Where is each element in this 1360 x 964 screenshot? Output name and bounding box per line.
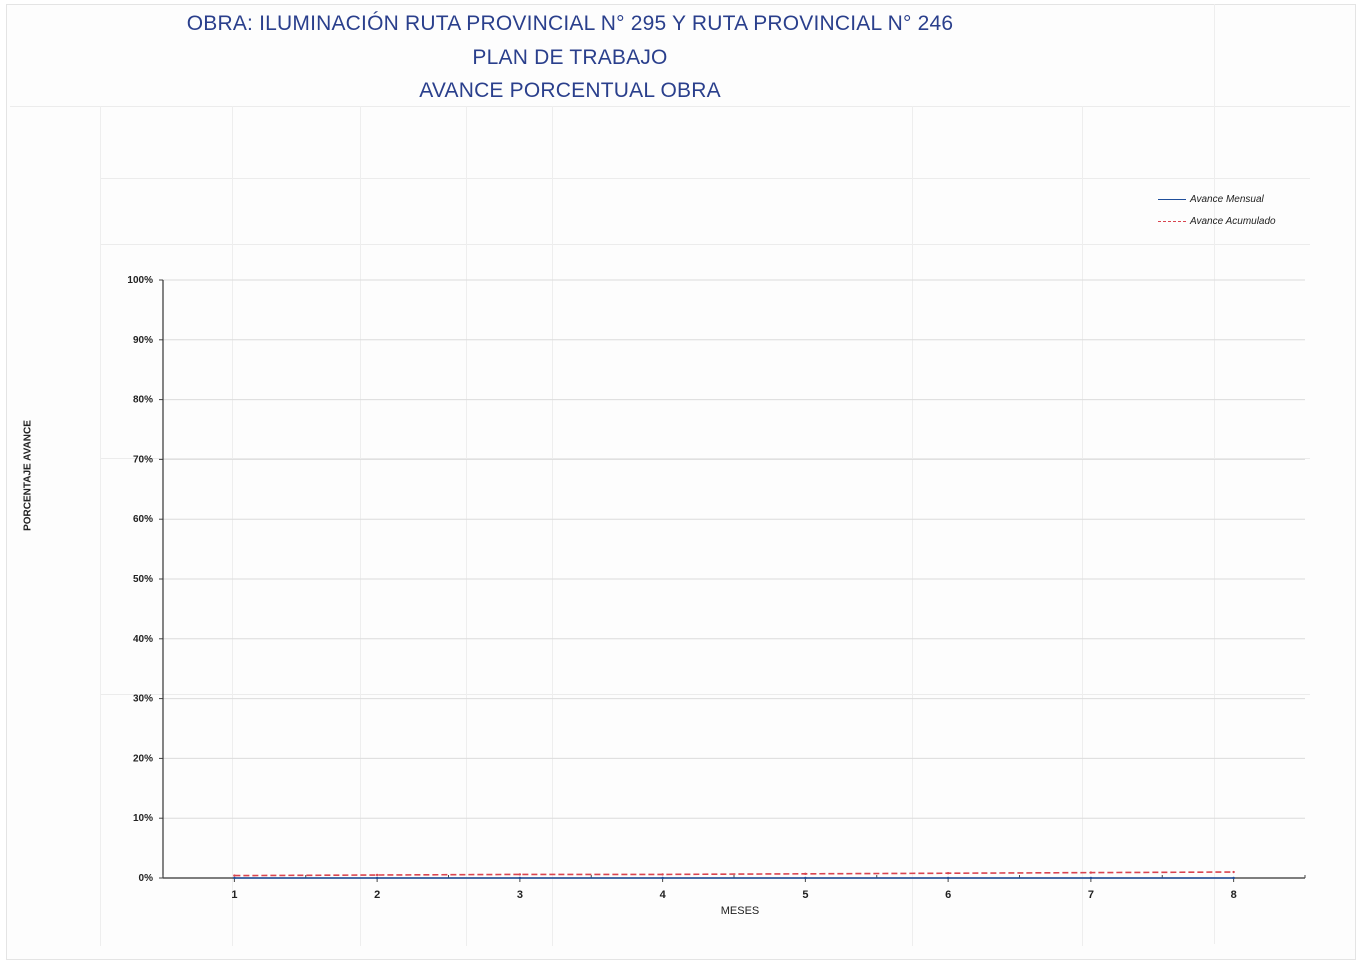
legend-item-avance-mensual: Avance Mensual	[1158, 188, 1276, 210]
scanned-page	[6, 4, 1356, 960]
x-tick-label: 7	[1088, 889, 1094, 901]
progress-title: AVANCE PORCENTUAL OBRA	[419, 79, 721, 102]
data-point	[1232, 870, 1235, 874]
series-line-avance-acumulado	[234, 871, 1234, 877]
y-tick-label: 40%	[133, 634, 153, 645]
y-tick-label: 0%	[139, 873, 154, 884]
legend-label-avance-mensual: Avance Mensual	[1190, 193, 1264, 205]
data-point	[1232, 876, 1235, 880]
y-tick-label: 50%	[133, 574, 153, 585]
legend-swatch-avance-mensual	[1158, 198, 1186, 200]
data-point	[661, 873, 664, 876]
data-point	[518, 873, 522, 876]
y-tick-label: 90%	[133, 335, 153, 346]
y-tick-label: 30%	[133, 694, 153, 705]
x-tick-label: 4	[660, 889, 667, 901]
chart-legend: Avance Mensual Avance Acumulado	[1158, 188, 1276, 232]
y-tick-label: 80%	[133, 395, 153, 406]
data-point	[1089, 871, 1093, 874]
legend-label-avance-acumulado: Avance Acumulado	[1190, 215, 1276, 227]
data-point	[375, 873, 379, 877]
plan-title: PLAN DE TRABAJO	[472, 46, 668, 69]
y-tick-label: 20%	[133, 753, 153, 764]
data-point	[375, 876, 379, 880]
header: OBRA: ILUMINACIÓN RUTA PROVINCIAL N° 295…	[10, 4, 1110, 104]
data-point	[946, 872, 950, 875]
x-tick-label: 1	[231, 889, 237, 901]
project-title: OBRA: ILUMINACIÓN RUTA PROVINCIAL N° 295…	[186, 12, 954, 35]
data-point	[1089, 876, 1093, 880]
y-tick-label: 100%	[127, 275, 153, 286]
x-tick-label: 6	[945, 889, 951, 901]
legend-item-avance-acumulado: Avance Acumulado	[1158, 210, 1276, 232]
y-tick-label: 70%	[133, 454, 153, 465]
data-point	[946, 876, 950, 880]
x-axis-label: MESES	[720, 905, 760, 917]
data-point	[661, 876, 664, 880]
x-tick-label: 2	[374, 889, 380, 901]
x-tick-label: 5	[802, 889, 808, 901]
x-tick-label: 8	[1231, 889, 1237, 901]
data-point	[233, 876, 236, 880]
data-point	[233, 874, 236, 877]
data-point	[518, 876, 522, 880]
y-tick-label: 60%	[133, 514, 153, 525]
data-point	[804, 876, 807, 880]
y-tick-label: 10%	[133, 813, 153, 824]
data-point	[804, 872, 807, 876]
y-axis-label: PORCENTAJE AVANCE	[22, 420, 34, 531]
legend-swatch-avance-acumulado	[1158, 220, 1186, 222]
x-tick-label: 3	[517, 889, 523, 901]
